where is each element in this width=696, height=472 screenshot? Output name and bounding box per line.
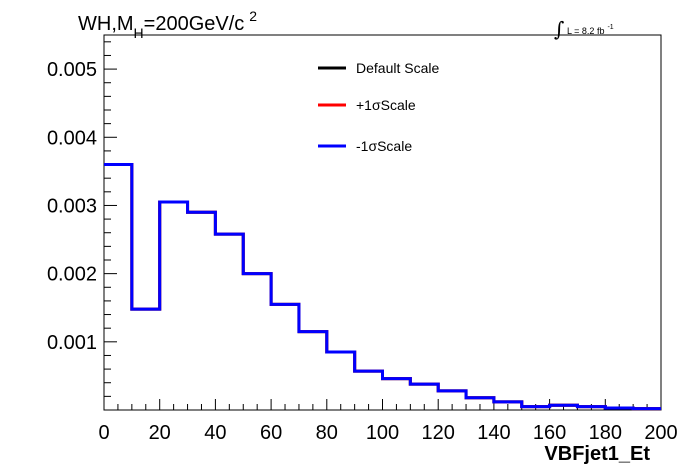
- integral-icon: ∫: [554, 17, 564, 41]
- x-tick-label: 180: [589, 422, 622, 444]
- x-tick-label: 140: [477, 422, 510, 444]
- legend-label-2: -1σScale: [356, 138, 412, 154]
- x-axis-label: VBFjet1_Et: [544, 443, 650, 465]
- legend: Default Scale +1σScale -1σScale: [318, 60, 439, 154]
- title-subscript: H: [134, 25, 144, 41]
- luminosity-value: L = 8.2 fb: [567, 26, 604, 36]
- y-tick-label: 0.004: [47, 127, 97, 149]
- title-superscript: 2: [249, 8, 257, 24]
- x-tick-label: 40: [204, 422, 226, 444]
- x-tick-label: 20: [149, 422, 171, 444]
- x-tick-label: 160: [533, 422, 566, 444]
- x-tick-label: 0: [98, 422, 109, 444]
- x-tick-label: 120: [422, 422, 455, 444]
- x-tick-label: 80: [316, 422, 338, 444]
- x-axis: 0 20 40 60 80 100 120 140 160 180 200: [98, 399, 678, 444]
- luminosity-label: ∫ L = 8.2 fb -1: [554, 17, 614, 41]
- y-tick-label: 0.003: [47, 195, 97, 217]
- x-tick-label: 100: [366, 422, 399, 444]
- y-tick-label: 0.001: [47, 332, 97, 354]
- x-tick-label: 60: [260, 422, 282, 444]
- series-line-2: [104, 163, 661, 411]
- legend-label-0: Default Scale: [356, 60, 439, 76]
- x-tick-label: 200: [644, 422, 677, 444]
- title-prefix: WH,M: [78, 13, 134, 35]
- chart-title: WH,MH=200GeV/c 2: [78, 8, 257, 41]
- title-main: =200GeV/c: [144, 13, 245, 35]
- y-tick-label: 0.005: [47, 59, 97, 81]
- legend-label-1: +1σScale: [356, 97, 416, 113]
- series-layer: [104, 163, 661, 411]
- luminosity-text: L = 8.2 fb -1: [567, 24, 614, 36]
- luminosity-superscript: -1: [607, 24, 613, 31]
- y-axis: 0.001 0.002 0.003 0.004 0.005: [47, 41, 117, 397]
- y-tick-label: 0.002: [47, 264, 97, 286]
